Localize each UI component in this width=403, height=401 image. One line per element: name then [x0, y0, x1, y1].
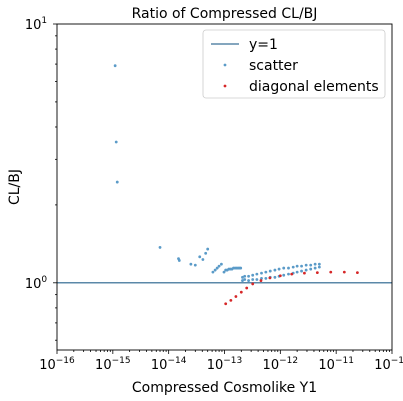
diagonal-point — [268, 276, 272, 280]
scatter-point — [300, 269, 303, 273]
diagonal-point — [329, 270, 333, 274]
scatter-point — [247, 279, 250, 282]
diagonal-point — [245, 286, 249, 290]
scatter-point — [260, 276, 263, 280]
scatter-point — [193, 263, 197, 267]
diagonal-point — [303, 271, 306, 275]
scatter-point — [291, 265, 295, 269]
scatter-point — [304, 263, 308, 267]
y-tick-label: 100 — [25, 275, 48, 292]
scatter-point — [282, 273, 286, 277]
diagonal-point — [224, 302, 228, 306]
scatter-point — [198, 255, 202, 259]
scatter-point — [260, 271, 263, 275]
x-tick-label: 10−10 — [374, 356, 403, 373]
x-tick-label: 10−13 — [207, 356, 243, 373]
scatter-point — [247, 274, 250, 278]
scatter-point — [287, 266, 290, 270]
diagonal-point — [315, 271, 319, 275]
legend: y=1 scatter diagonal elements — [202, 29, 386, 99]
scatter-point — [255, 272, 259, 276]
x-tick-label: 10−14 — [151, 356, 187, 373]
diagonal-point — [342, 270, 346, 274]
scatter-point — [213, 268, 217, 272]
scatter-point — [277, 267, 281, 271]
scatter-point — [295, 270, 299, 274]
scatter-point — [211, 270, 215, 274]
scatter-point — [201, 258, 205, 261]
scatter-point — [114, 140, 118, 144]
scatter-point — [251, 278, 255, 281]
scatter-point — [177, 259, 181, 262]
diagonal-point — [251, 282, 255, 286]
scatter-point — [220, 262, 223, 266]
chart-title: Ratio of Compressed CL/BJ — [132, 6, 318, 22]
scatter-point — [217, 264, 221, 268]
plot-area — [57, 64, 392, 306]
scatter-point — [222, 270, 226, 274]
legend-point-marker — [223, 84, 227, 88]
x-tick-label: 10−15 — [95, 356, 131, 373]
legend-point-marker — [223, 63, 227, 67]
diagonal-point — [239, 290, 243, 294]
scatter-point — [241, 275, 244, 279]
scatter-point — [241, 279, 244, 282]
scatter-point — [295, 264, 299, 268]
y-tick-label: 101 — [25, 16, 47, 33]
scatter-point — [317, 265, 321, 269]
scatter-point — [189, 262, 193, 266]
scatter-point — [317, 262, 321, 266]
diagonal-point — [290, 272, 294, 276]
scatter-point — [313, 266, 317, 270]
diagonal-point — [234, 295, 238, 298]
scatter-point — [115, 180, 119, 184]
scatter-point — [304, 268, 308, 272]
legend-box — [202, 29, 386, 99]
scatter-point — [215, 266, 219, 270]
scatter-point — [113, 64, 117, 68]
scatter-point — [204, 251, 208, 255]
diagonal-point — [278, 274, 282, 278]
scatter-point — [243, 278, 247, 281]
y-axis: 100 101 — [25, 16, 57, 341]
scatter-point — [313, 262, 317, 266]
scatter-point — [243, 274, 247, 278]
diagonal-point — [259, 279, 263, 282]
x-tick-label: 10−11 — [318, 356, 354, 373]
x-axis-label: Compressed Cosmolike Y1 — [132, 380, 317, 396]
diagonal-point — [229, 299, 233, 302]
legend-entry-label: y=1 — [249, 37, 278, 53]
scatter-point — [264, 276, 268, 280]
scatter-point — [273, 268, 277, 272]
y-axis-label: CL/BJ — [7, 169, 23, 205]
scatter-point — [251, 273, 255, 277]
scatter-point — [206, 247, 210, 251]
x-tick-label: 10−16 — [39, 356, 75, 373]
scatter-point — [309, 267, 313, 271]
x-axis: 10−16 10−15 10−14 10−13 10−12 10−11 10−10 — [39, 350, 403, 373]
scatter-point — [273, 275, 277, 279]
scatter-point — [309, 263, 313, 267]
scatter-point — [158, 246, 162, 249]
scatter-point — [300, 264, 303, 268]
scatter-point — [239, 266, 243, 270]
diagonal-point — [355, 271, 359, 275]
scatter-point — [264, 270, 268, 274]
scatter-point — [287, 272, 290, 276]
scatter-point — [255, 278, 259, 281]
x-tick-label: 10−12 — [263, 356, 299, 373]
legend-entry-label: scatter — [249, 58, 298, 74]
legend-entry-label: diagonal elements — [249, 79, 379, 95]
scatter-point — [268, 269, 272, 273]
scatter-point — [282, 266, 286, 270]
